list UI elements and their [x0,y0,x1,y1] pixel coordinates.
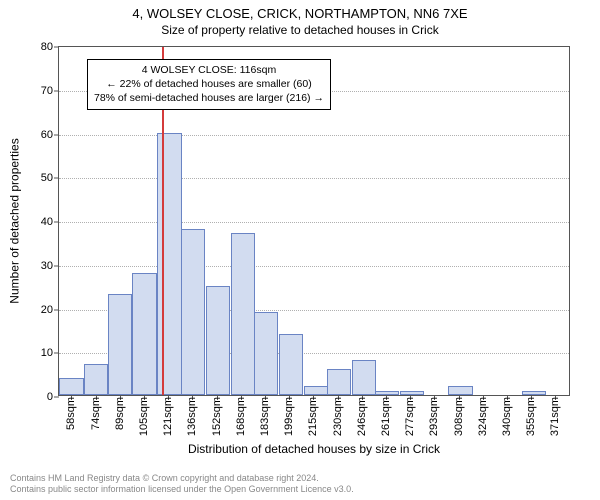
histogram-bar [59,378,83,396]
gridline [59,135,569,136]
x-tick-label: 215sqm [307,397,319,436]
annotation-line: 78% of semi-detached houses are larger (… [94,91,324,105]
histogram-bar [206,286,230,395]
histogram-bar [448,386,472,395]
histogram-bar [108,294,132,395]
attribution-footer: Contains HM Land Registry data © Crown c… [10,473,354,496]
y-axis-label-wrap: Number of detached properties [5,46,25,396]
footer-line-2: Contains public sector information licen… [10,484,354,496]
y-tick-mark [54,90,59,91]
x-tick-label: 105sqm [138,397,150,436]
histogram-bar [400,391,424,395]
histogram-bar [375,391,399,395]
x-tick-label: 183sqm [259,397,271,436]
annotation-line: 4 WOLSEY CLOSE: 116sqm [94,63,324,77]
histogram-bar [352,360,376,395]
x-tick-label: 261sqm [380,397,392,436]
gridline [59,178,569,179]
x-tick-label: 277sqm [404,397,416,436]
y-tick-mark [54,222,59,223]
y-tick-label: 80 [41,41,53,53]
y-tick-label: 0 [47,391,53,403]
histogram-bar [84,364,108,395]
plot-area: 0102030405060708058sqm74sqm89sqm105sqm12… [58,46,570,396]
chart-subtitle: Size of property relative to detached ho… [0,23,600,37]
histogram-bar [522,391,546,395]
x-tick-label: 152sqm [211,397,223,436]
x-tick-label: 58sqm [65,397,77,430]
chart-title: 4, WOLSEY CLOSE, CRICK, NORTHAMPTON, NN6… [0,6,600,21]
x-tick-label: 293sqm [428,397,440,436]
y-tick-mark [54,353,59,354]
gridline [59,266,569,267]
y-tick-mark [54,265,59,266]
y-tick-label: 10 [41,347,53,359]
annotation-line: ← 22% of detached houses are smaller (60… [94,77,324,91]
chart-title-block: 4, WOLSEY CLOSE, CRICK, NORTHAMPTON, NN6… [0,6,600,37]
histogram-bar [132,273,156,396]
y-tick-mark [54,47,59,48]
x-tick-label: 89sqm [114,397,126,430]
x-tick-label: 74sqm [90,397,102,430]
x-tick-label: 246sqm [356,397,368,436]
x-tick-label: 136sqm [186,397,198,436]
histogram-bar [231,233,255,395]
y-tick-label: 70 [41,85,53,97]
histogram-bar [279,334,303,395]
x-tick-label: 371sqm [549,397,561,436]
x-tick-label: 355sqm [525,397,537,436]
y-tick-label: 50 [41,172,53,184]
y-tick-label: 40 [41,216,53,228]
histogram-bar [304,386,328,395]
x-tick-label: 340sqm [501,397,513,436]
x-axis-label: Distribution of detached houses by size … [58,442,570,456]
y-axis-label: Number of detached properties [8,138,22,303]
x-tick-label: 121sqm [162,397,174,436]
gridline [59,222,569,223]
y-tick-mark [54,134,59,135]
y-tick-label: 30 [41,260,53,272]
annotation-box: 4 WOLSEY CLOSE: 116sqm← 22% of detached … [87,59,331,110]
x-tick-label: 230sqm [332,397,344,436]
x-tick-label: 168sqm [235,397,247,436]
histogram-bar [327,369,351,395]
y-tick-label: 20 [41,304,53,316]
histogram-bar [254,312,278,395]
y-tick-mark [54,309,59,310]
y-tick-mark [54,178,59,179]
footer-line-1: Contains HM Land Registry data © Crown c… [10,473,354,485]
y-tick-label: 60 [41,129,53,141]
y-tick-mark [54,397,59,398]
x-tick-label: 199sqm [283,397,295,436]
histogram-bar [181,229,205,395]
x-tick-label: 308sqm [453,397,465,436]
x-tick-label: 324sqm [477,397,489,436]
